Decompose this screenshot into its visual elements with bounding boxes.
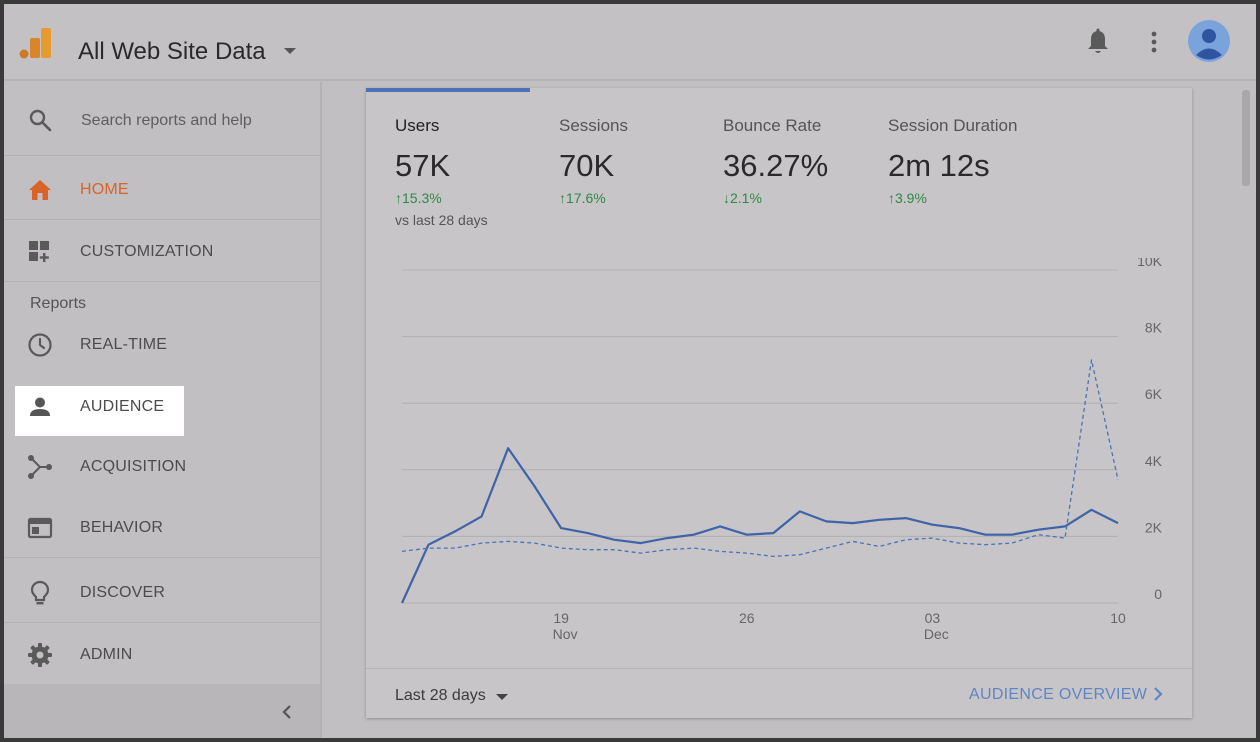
chevron-left-icon[interactable]: [280, 704, 294, 720]
metric-change: ↑3.9%: [888, 190, 927, 206]
sidebar-item-label: REAL-TIME: [80, 336, 168, 353]
bell-icon[interactable]: [1086, 28, 1110, 56]
primary-series-line: [400, 447, 1119, 604]
y-tick-label: 10K: [1137, 258, 1163, 269]
sidebar-item-label: ACQUISITION: [80, 458, 187, 475]
sidebar-item-customization[interactable]: CUSTOMIZATION: [4, 221, 320, 282]
caret-down-icon[interactable]: [496, 694, 508, 700]
arrow-up-icon: ↑: [395, 190, 402, 206]
dashboard-icon: [29, 241, 49, 262]
chevron-right-icon[interactable]: [1152, 685, 1164, 703]
search-icon[interactable]: [28, 108, 52, 132]
x-tick-month-label: Nov: [553, 626, 578, 642]
lightbulb-icon: [30, 580, 50, 605]
metric-value: 36.27%: [723, 148, 829, 183]
metric-label: Sessions: [559, 116, 628, 135]
card-footer: Last 28 days AUDIENCE OVERVIEW: [366, 668, 1192, 718]
date-range-dropdown[interactable]: Last 28 days: [395, 687, 486, 704]
x-tick-label: 26: [739, 610, 755, 626]
more-vert-icon[interactable]: [1144, 30, 1164, 54]
metric-label: Users: [395, 116, 440, 135]
home-icon: [29, 180, 51, 200]
x-tick-month-label: Dec: [924, 626, 949, 642]
metric-change: ↑17.6%: [559, 190, 606, 206]
y-tick-label: 6K: [1145, 386, 1163, 402]
scrollbar[interactable]: [1242, 90, 1250, 186]
acquisition-icon: [28, 455, 52, 479]
search-input[interactable]: Search reports and help: [81, 112, 252, 129]
sidebar-item-home[interactable]: HOME: [4, 159, 320, 220]
comparison-series-line: [401, 359, 1119, 558]
sidebar-item-acquisition[interactable]: ACQUISITION: [4, 436, 320, 497]
metric-change: ↑15.3%: [395, 190, 442, 206]
arrow-down-icon: ↓: [723, 190, 730, 206]
metric-value: 2m 12s: [888, 148, 990, 183]
x-tick-label: 19: [553, 610, 569, 626]
arrow-up-icon: ↑: [888, 190, 895, 206]
comparison-label: vs last 28 days: [395, 212, 488, 228]
sidebar-item-label: AUDIENCE: [80, 398, 165, 415]
metric-tab-sessions[interactable]: Sessions 70K ↑17.6%: [559, 116, 628, 206]
sidebar-item-label: HOME: [80, 181, 129, 198]
reports-section-label: Reports: [30, 295, 87, 312]
metric-label: Bounce Rate: [723, 116, 822, 135]
metric-value: 70K: [559, 148, 615, 183]
top-header: All Web Site Data: [4, 4, 1256, 81]
app-frame: All Web Site Data Search reports and hel…: [4, 4, 1256, 738]
person-icon: [30, 397, 50, 416]
sidebar-item-admin[interactable]: ADMIN: [4, 624, 320, 685]
x-tick-label: 03: [925, 610, 941, 626]
y-tick-label: 2K: [1145, 519, 1163, 535]
metric-tab-bounce-rate[interactable]: Bounce Rate 36.27% ↓2.1%: [723, 116, 828, 206]
selected-metric-indicator: [366, 88, 530, 92]
metric-tab-users[interactable]: Users 57K ↑15.3% vs last 28 days: [395, 116, 488, 228]
clock-icon: [28, 333, 52, 357]
sidebar-item-label: ADMIN: [80, 646, 133, 663]
sidebar-item-real-time[interactable]: REAL-TIME: [4, 314, 320, 375]
y-tick-label: 4K: [1145, 453, 1163, 469]
collapse-sidebar-bar[interactable]: [4, 684, 320, 738]
sidebar-item-label: BEHAVIOR: [80, 519, 164, 536]
analytics-logo[interactable]: [19, 26, 53, 60]
behavior-icon: [27, 517, 53, 539]
y-tick-label: 8K: [1145, 320, 1163, 336]
metric-label: Session Duration: [888, 116, 1018, 135]
metric-change: ↓2.1%: [723, 190, 762, 206]
audience-overview-link[interactable]: AUDIENCE OVERVIEW: [969, 686, 1148, 703]
metric-tab-session-duration[interactable]: Session Duration 2m 12s ↑3.9%: [888, 116, 1017, 206]
caret-down-icon[interactable]: [284, 48, 296, 54]
sidebar-item-label: CUSTOMIZATION: [80, 243, 214, 260]
property-title[interactable]: All Web Site Data: [78, 38, 266, 65]
sidebar-item-behavior[interactable]: BEHAVIOR: [4, 497, 320, 558]
sidebar: Search reports and help HOME CUSTOMIZATI…: [4, 82, 322, 738]
gear-icon: [28, 643, 52, 667]
avatar-icon[interactable]: [1188, 20, 1230, 62]
sidebar-item-discover[interactable]: DISCOVER: [4, 562, 320, 623]
metric-value: 57K: [395, 148, 451, 183]
sidebar-item-audience[interactable]: AUDIENCE: [4, 376, 320, 437]
search-bar[interactable]: Search reports and help: [4, 82, 320, 156]
x-tick-label: 10: [1110, 610, 1126, 626]
overview-card: Users 57K ↑15.3% vs last 28 days Session…: [366, 88, 1192, 718]
y-tick-label: 0: [1154, 586, 1162, 602]
arrow-up-icon: ↑: [559, 190, 566, 206]
sidebar-item-label: DISCOVER: [80, 584, 166, 601]
